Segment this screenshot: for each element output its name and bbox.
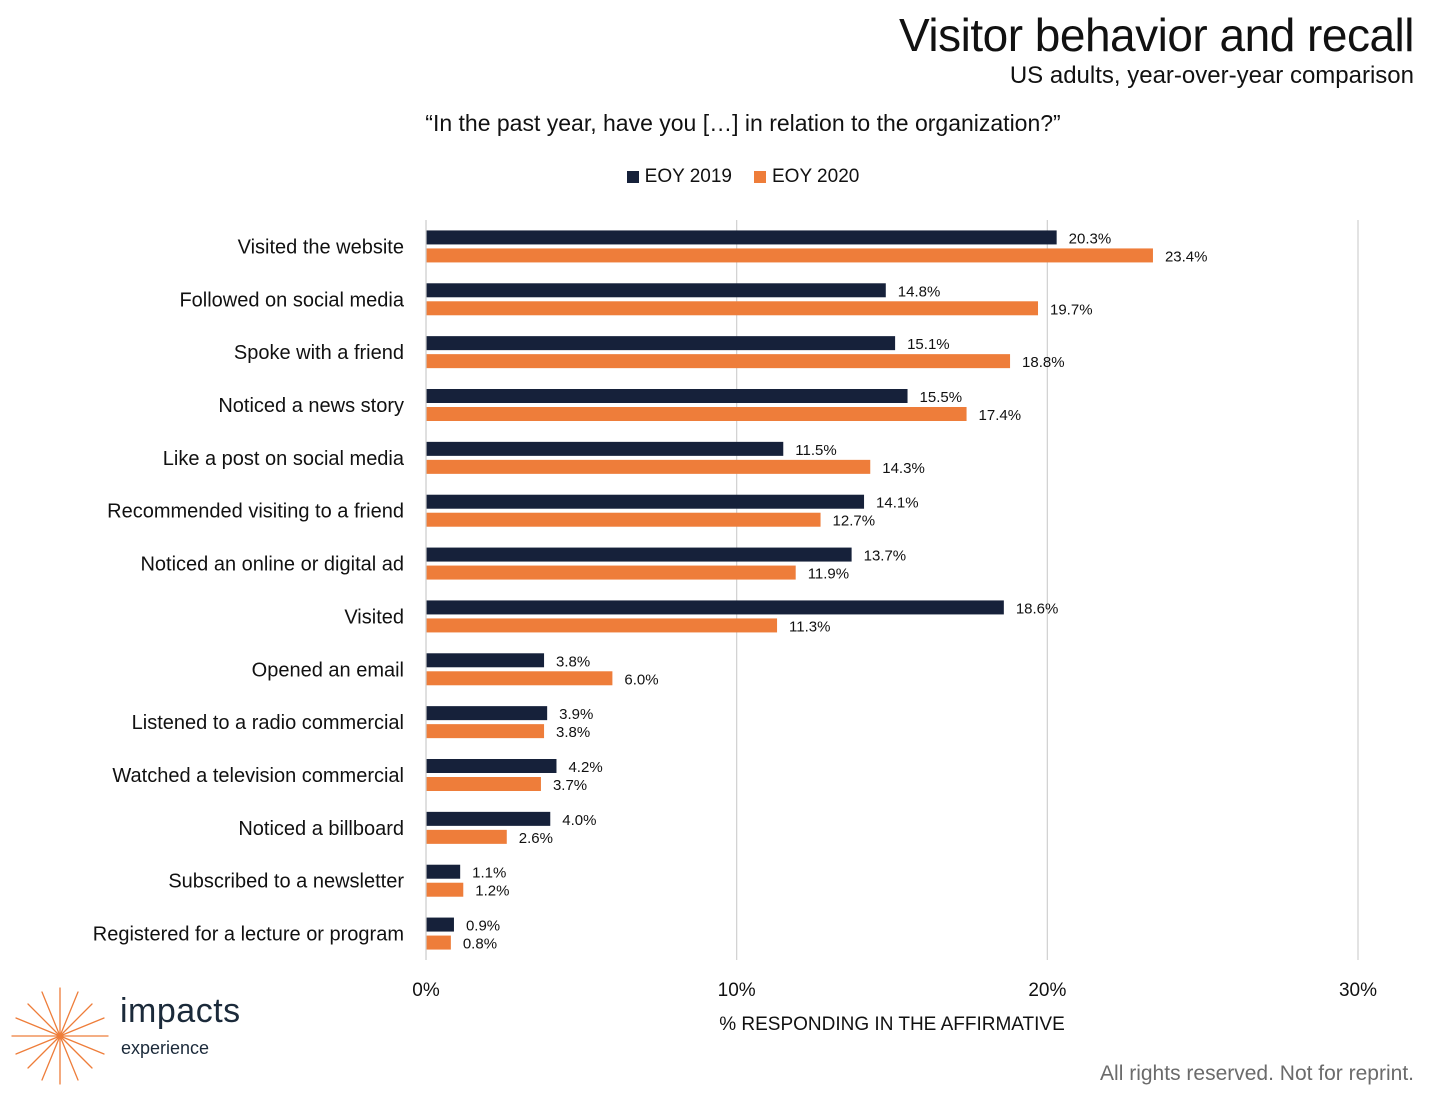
data-label: 14.3% (882, 460, 925, 477)
data-label: 3.8% (556, 653, 590, 670)
data-label: 11.3% (789, 618, 830, 635)
category-label: Noticed an online or digital ad (140, 554, 404, 576)
x-tick-label: 10% (718, 980, 756, 1001)
bar (426, 829, 507, 844)
chart-title: Visitor behavior and recall (899, 9, 1414, 61)
category-label: Spoke with a friend (234, 342, 404, 364)
footer-rights: All rights reserved. Not for reprint. (1100, 1062, 1414, 1085)
data-label: 1.1% (472, 865, 506, 882)
legend-label-2020: EOY 2020 (772, 166, 860, 187)
data-label: 17.4% (979, 407, 1022, 424)
bar (426, 283, 886, 298)
data-label: 1.2% (475, 883, 509, 900)
bar (426, 724, 545, 739)
bar (426, 389, 908, 403)
category-label: Watched a television commercial (112, 765, 404, 787)
legend-item-2019: EOY 2019 (626, 166, 732, 188)
bar (426, 301, 1039, 316)
starburst-icon (11, 987, 109, 1085)
data-label: 3.7% (553, 777, 587, 794)
category-label: Visited the website (238, 236, 404, 258)
bar (426, 230, 1057, 245)
bar (426, 494, 865, 509)
category-label: Noticed a news story (218, 395, 404, 417)
x-axis-label: % RESPONDING IN THE AFFIRMATIVE (719, 1014, 1065, 1035)
bar (426, 653, 545, 668)
survey-question: “In the past year, have you […] in relat… (425, 110, 1061, 136)
data-label: 14.1% (876, 495, 919, 512)
category-label: Visited (344, 606, 404, 628)
chart-legend: EOY 2019 EOY 2020 (0, 166, 1456, 188)
category-label: Recommended visiting to a friend (107, 501, 404, 523)
data-label: 15.5% (920, 389, 963, 406)
data-label: 14.8% (898, 283, 941, 300)
category-label: Listened to a radio commercial (132, 712, 404, 734)
legend-swatch-2020 (754, 171, 766, 183)
bar (426, 441, 784, 456)
data-label: 20.3% (1069, 230, 1112, 247)
bar (426, 248, 1153, 263)
bar (426, 864, 461, 879)
logo-subtext: experience (121, 1038, 210, 1058)
data-label: 0.8% (463, 936, 497, 953)
data-label: 3.8% (556, 724, 590, 741)
data-label: 11.9% (808, 566, 849, 583)
category-label: Followed on social media (179, 289, 404, 311)
bar (426, 618, 778, 633)
data-label: 0.9% (466, 918, 500, 935)
bar (426, 882, 464, 897)
bar (426, 407, 967, 421)
data-label: 4.0% (562, 812, 596, 829)
legend-swatch-2019 (626, 171, 639, 183)
x-tick-label: 0% (412, 980, 440, 1001)
bar (426, 777, 541, 791)
bar (426, 759, 557, 773)
x-tick-label: 30% (1339, 980, 1377, 1001)
data-label: 6.0% (624, 671, 658, 688)
bar (426, 811, 551, 826)
bar (426, 459, 871, 474)
data-label: 15.1% (907, 336, 950, 353)
category-label: Registered for a lecture or program (93, 924, 404, 946)
logo-wordmark: impacts (120, 992, 241, 1030)
data-label: 2.6% (519, 830, 553, 847)
bar (426, 935, 451, 950)
chart-subtitle: US adults, year-over-year comparison (1009, 62, 1414, 89)
bar (426, 671, 613, 686)
category-label: Subscribed to a newsletter (168, 871, 404, 893)
data-label: 4.2% (568, 759, 602, 776)
category-label: Noticed a billboard (238, 818, 404, 840)
bar (426, 917, 454, 932)
data-label: 11.5% (795, 442, 836, 459)
data-label: 18.8% (1022, 354, 1065, 371)
category-label: Opened an email (252, 659, 404, 681)
bar (426, 600, 1004, 615)
bar (426, 706, 548, 721)
legend-item-2020: EOY 2020 (754, 166, 859, 188)
bar (426, 354, 1011, 369)
bar (426, 512, 821, 527)
data-label: 3.9% (559, 706, 593, 723)
data-label: 13.7% (864, 548, 907, 565)
category-label: Like a post on social media (163, 448, 405, 470)
bar (426, 547, 852, 562)
bar (426, 336, 896, 351)
data-label: 19.7% (1050, 301, 1093, 318)
data-label: 12.7% (833, 513, 876, 530)
impacts-logo: impacts experience (10, 986, 250, 1086)
data-label: 18.6% (1016, 600, 1059, 617)
bar (426, 565, 796, 580)
data-label: 23.4% (1165, 248, 1208, 265)
x-tick-label: 20% (1028, 980, 1066, 1001)
legend-label-2019: EOY 2019 (644, 166, 732, 187)
